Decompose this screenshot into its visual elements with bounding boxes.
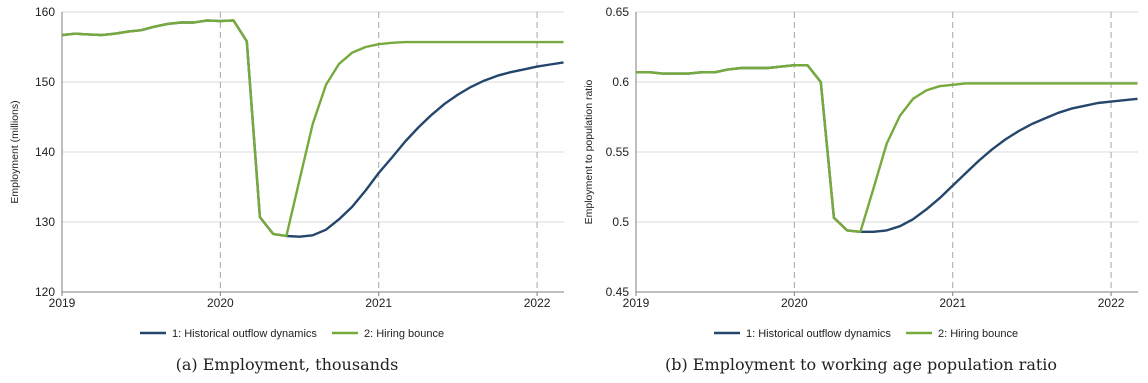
chart-caption: (b) Employment to working age population…: [664, 355, 1058, 374]
legend-label: 1: Historical outflow dynamics: [746, 328, 891, 340]
y-tick-label: 0.45: [606, 285, 630, 299]
x-tick-label: 2019: [49, 296, 76, 310]
y-tick-label: 120: [35, 285, 55, 299]
x-tick-label: 2020: [781, 296, 808, 310]
x-tick-label: 2021: [939, 296, 966, 310]
y-tick-label: 0.65: [606, 5, 630, 19]
y-tick-label: 160: [35, 5, 55, 19]
chart-panel-employment-ratio: 0.45 0.5 0.55 0.6 0.65 2019 2020 2021 2022 Employ…: [574, 0, 1148, 383]
y-axis-title: Employment to population ratio: [583, 79, 595, 224]
series-line-hiring-bounce: [61, 19, 564, 238]
y-tick-label: 140: [35, 145, 55, 159]
x-tick-label: 2022: [1098, 296, 1125, 310]
y-tick-label: 0.5: [612, 215, 629, 229]
chart-panel-employment: 120 130 140 150 160 2019 2020 2021 2022 Employmen…: [9, 5, 564, 374]
x-tick-label: 2019: [623, 296, 650, 310]
y-tick-label: 0.6: [612, 75, 629, 89]
legend-label: 2: Hiring bounce: [938, 328, 1018, 340]
x-tick-label: 2022: [524, 296, 551, 310]
employment-ratio-chart: 0.45 0.5 0.55 0.6 0.65 2019 2020 2021 2022 Employ…: [583, 5, 1138, 340]
y-tick-label: 130: [35, 215, 55, 229]
y-tick-label: 150: [35, 75, 55, 89]
series-line-historical-outflow: [636, 64, 1138, 233]
legend-label: 1: Historical outflow dynamics: [172, 328, 317, 340]
x-tick-label: 2021: [365, 296, 392, 310]
x-tick-label: 2020: [207, 296, 234, 310]
employment-chart: 120 130 140 150 160 2019 2020 2021 2022 Employmen…: [9, 5, 564, 340]
chart-caption: (a) Employment, thousands: [175, 355, 399, 374]
y-axis-title: Employment (millions): [9, 100, 21, 203]
legend-label: 2: Hiring bounce: [364, 328, 444, 340]
series-line-hiring-bounce: [636, 64, 1138, 233]
y-tick-label: 0.55: [606, 145, 630, 159]
